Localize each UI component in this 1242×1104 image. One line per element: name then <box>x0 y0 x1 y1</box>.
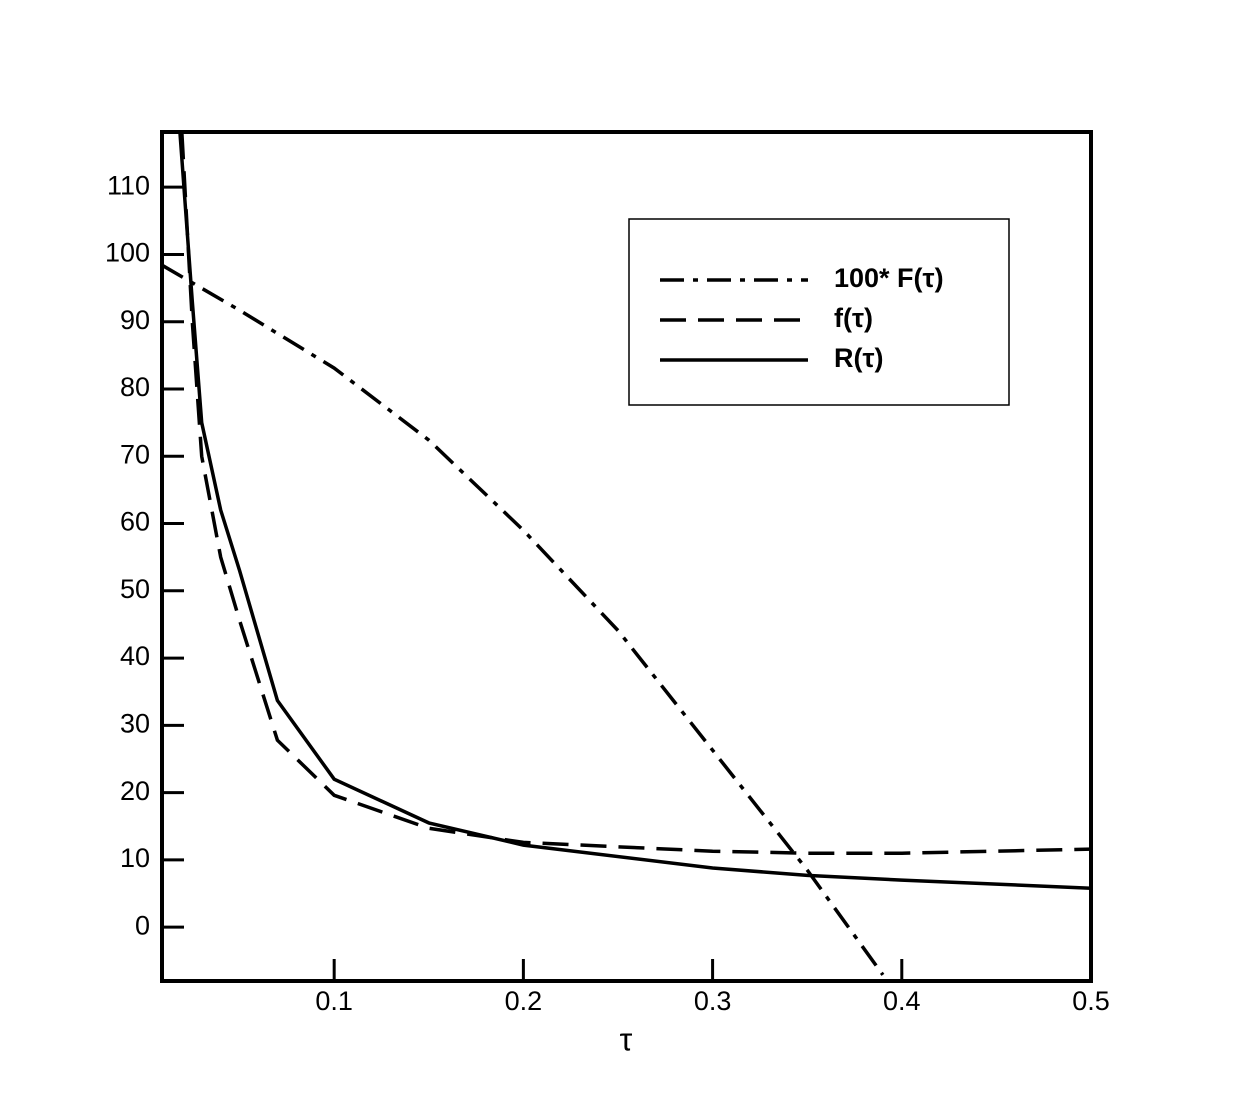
y-tick-label: 80 <box>120 372 150 402</box>
y-tick-label: 60 <box>120 507 150 537</box>
y-tick-label: 10 <box>120 843 150 873</box>
y-tick-label: 110 <box>107 170 150 200</box>
y-tick-label: 70 <box>120 439 150 469</box>
x-tick-label: 0.4 <box>883 986 921 1016</box>
y-tick-label: 30 <box>120 708 150 738</box>
legend-label: 100* F(τ) <box>834 263 944 293</box>
x-tick-label: 0.2 <box>505 986 543 1016</box>
line-series <box>180 133 1091 855</box>
legend-label: f(τ) <box>834 303 873 333</box>
y-tick-label: 100 <box>105 238 150 268</box>
x-axis-label: τ <box>620 1021 633 1057</box>
y-tick-label: 90 <box>120 305 150 335</box>
y-tick-label: 20 <box>120 776 150 806</box>
y-tick-label: 0 <box>135 910 150 940</box>
x-tick-label: 0.5 <box>1072 986 1110 1016</box>
x-tick-label: 0.3 <box>694 986 732 1016</box>
line-series <box>178 133 1091 890</box>
legend-label: R(τ) <box>834 343 884 373</box>
y-tick-label: 50 <box>120 574 150 604</box>
plot-frame <box>160 130 1093 983</box>
x-tick-label: 0.1 <box>315 986 353 1016</box>
legend-box <box>628 218 1010 406</box>
y-tick-label: 40 <box>120 641 150 671</box>
